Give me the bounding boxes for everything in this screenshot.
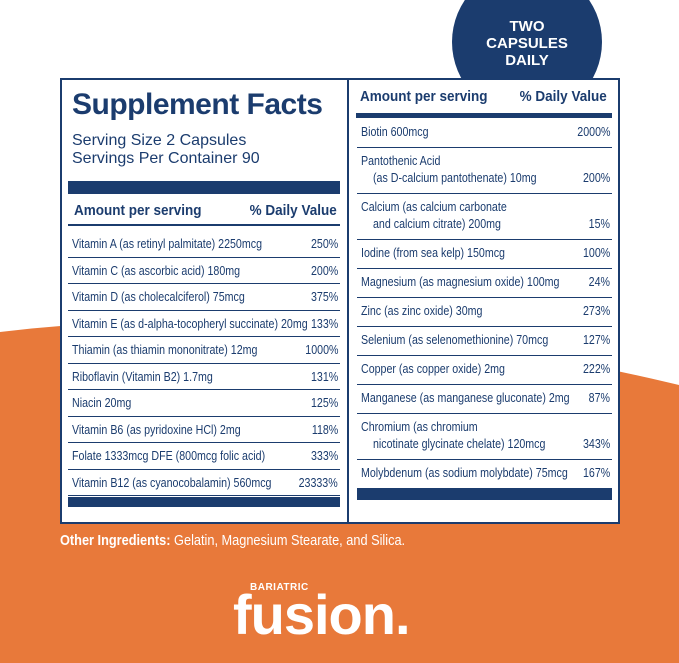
bottom-bar <box>357 489 612 500</box>
nutrient-name: Thiamin (as thiamin mononitrate) 12mg <box>72 342 258 357</box>
daily-value: 222% <box>582 361 610 376</box>
nutrient-name: Magnesium (as magnesium oxide) 100mg <box>361 274 560 289</box>
row-rule <box>68 468 340 470</box>
daily-value: 343% <box>582 436 610 451</box>
nutrient-name: Chromium (as chromium <box>361 419 478 434</box>
column-divider <box>347 80 349 522</box>
header-rule <box>356 113 612 118</box>
nutrient-name: Vitamin C (as ascorbic acid) 180mg <box>72 262 241 278</box>
row-rule <box>68 415 340 417</box>
row-rule <box>357 384 612 385</box>
dv-header: % Daily Value <box>249 202 337 219</box>
daily-value: 200% <box>582 170 610 185</box>
daily-value: 2000% <box>576 124 610 139</box>
daily-value: 127% <box>582 332 610 347</box>
daily-value: 118% <box>311 421 338 437</box>
row-rule <box>68 336 340 337</box>
facts-panel <box>60 78 620 524</box>
nutrient-name: Vitamin A (as retinyl palmitate) 2250mcg <box>72 236 262 251</box>
nutrient-name: Iodine (from sea kelp) 150mcg <box>361 245 505 260</box>
daily-value: 87% <box>588 390 610 405</box>
nutrient-name: Vitamin E (as d-alpha-tocopheryl succina… <box>72 315 308 331</box>
badge: TWO CAPSULES DAILY <box>452 18 602 69</box>
row-rule <box>357 147 612 148</box>
daily-value: 23333% <box>298 474 338 490</box>
nutrient-name: Pantothenic Acid <box>361 153 441 168</box>
daily-value: 273% <box>582 303 610 318</box>
row-rule <box>357 326 612 327</box>
row-rule <box>357 488 612 489</box>
bottom-bar <box>68 497 340 507</box>
header-rule <box>68 224 340 226</box>
daily-value: 15% <box>588 216 610 231</box>
nutrient-name: Folate 1333mcg DFE (800mcg folic acid) <box>72 448 266 463</box>
row-rule <box>68 442 340 443</box>
nutrient-name: nicotinate glycinate chelate) 120mcg <box>373 436 546 451</box>
badge-line: CAPSULES <box>486 35 568 52</box>
daily-value: 125% <box>310 395 338 410</box>
nutrient-name: Niacin 20mg <box>72 395 132 410</box>
badge-line: TWO <box>509 18 545 35</box>
nutrient-name: Calcium (as calcium carbonate <box>361 199 507 214</box>
facts-title: Supplement Facts <box>72 88 323 121</box>
row-rule <box>68 283 340 284</box>
other-ingredients-label: Other Ingredients: <box>60 532 171 549</box>
nutrient-name: Selenium (as selenomethionine) 70mcg <box>361 332 549 347</box>
daily-value: 131% <box>310 368 338 384</box>
amount-header: Amount per serving <box>74 202 202 219</box>
serving-size: Serving Size 2 Capsules <box>72 132 247 149</box>
thick-bar <box>68 181 340 194</box>
nutrient-name: Vitamin B6 (as pyridoxine HCl) 2mg <box>72 421 241 437</box>
row-rule <box>357 239 612 240</box>
daily-value: 333% <box>310 448 338 463</box>
nutrient-name: Manganese (as manganese gluconate) 2mg <box>361 390 570 405</box>
row-rule <box>68 256 340 258</box>
row-rule <box>357 355 612 356</box>
daily-value: 1000% <box>304 342 338 357</box>
nutrient-name: and calcium citrate) 200mg <box>373 216 501 231</box>
row-rule <box>68 362 340 364</box>
daily-value: 250% <box>310 236 338 251</box>
row-rule <box>357 297 612 298</box>
nutrient-name: Copper (as copper oxide) 2mg <box>361 361 505 376</box>
nutrient-name: (as D-calcium pantothenate) 10mg <box>373 170 537 185</box>
daily-value: 100% <box>582 245 610 260</box>
nutrient-name: Zinc (as zinc oxide) 30mg <box>361 303 483 318</box>
daily-value: 167% <box>582 465 610 480</box>
servings-per-container: Servings Per Container 90 <box>72 150 260 167</box>
daily-value: 24% <box>588 274 610 289</box>
amount-header: Amount per serving <box>360 88 488 105</box>
nutrient-name: Biotin 600mcg <box>361 124 429 139</box>
row-rule <box>68 309 340 311</box>
nutrient-name: Vitamin D (as cholecalciferol) 75mcg <box>72 289 245 304</box>
nutrient-name: Riboflavin (Vitamin B2) 1.7mg <box>72 368 213 384</box>
nutrient-name: Vitamin B12 (as cyanocobalamin) 560mcg <box>72 474 272 490</box>
daily-value: 200% <box>310 262 338 278</box>
row-rule <box>357 413 612 414</box>
other-ingredients: Other Ingredients: Gelatin, Magnesium St… <box>60 532 405 549</box>
badge-line: DAILY <box>505 52 549 69</box>
row-rule <box>357 268 612 269</box>
dv-header: % Daily Value <box>519 88 607 105</box>
row-rule <box>357 459 612 460</box>
daily-value: 133% <box>310 315 338 331</box>
other-ingredients-text: Gelatin, Magnesium Stearate, and Silica. <box>174 532 406 549</box>
brand-small: BARIATRIC <box>250 582 309 593</box>
nutrient-name: Molybdenum (as sodium molybdate) 75mcg <box>361 465 568 480</box>
row-rule <box>357 193 612 194</box>
row-rule <box>68 389 340 390</box>
brand-name: fusion. <box>233 583 411 646</box>
row-rule <box>68 495 340 496</box>
daily-value: 375% <box>310 289 338 304</box>
